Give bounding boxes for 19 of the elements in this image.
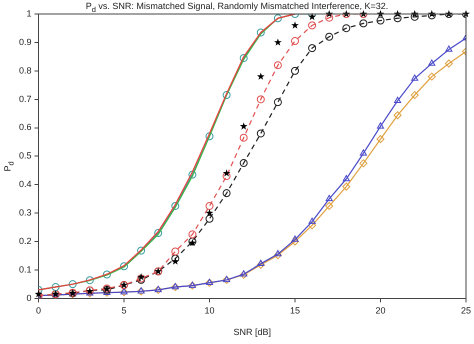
y-tick-label: 0.6 (18, 122, 32, 132)
y-tick-label: 0.9 (18, 36, 32, 47)
x-tick-label: 5 (122, 305, 127, 316)
x-tick-label: 15 (290, 305, 300, 316)
x-tick-label: 25 (460, 305, 471, 316)
x-tick-label: 0 (36, 305, 42, 316)
y-tick-label: 1 (26, 8, 32, 18)
x-tick-label: 10 (204, 305, 215, 316)
y-tick-label: 0.5 (18, 150, 32, 161)
y-tick-label: 0.1 (18, 264, 32, 274)
y-tick-label: 0 (26, 292, 32, 303)
x-axis-title: SNR [dB] (233, 327, 272, 338)
y-tick-label: 0.7 (18, 94, 32, 104)
x-tick-label: 20 (375, 305, 386, 316)
y-tick-label: 0.8 (18, 65, 32, 76)
chart-title: P$_{d}$ vs. SNR: Mismatched Signal, Randomly Mismatched Interference, K=32. (86, 1, 388, 14)
y-tick-label: 0.2 (18, 236, 32, 246)
y-tick-label: 0.3 (18, 208, 32, 218)
y-tick-label: 0.4 (18, 179, 32, 190)
